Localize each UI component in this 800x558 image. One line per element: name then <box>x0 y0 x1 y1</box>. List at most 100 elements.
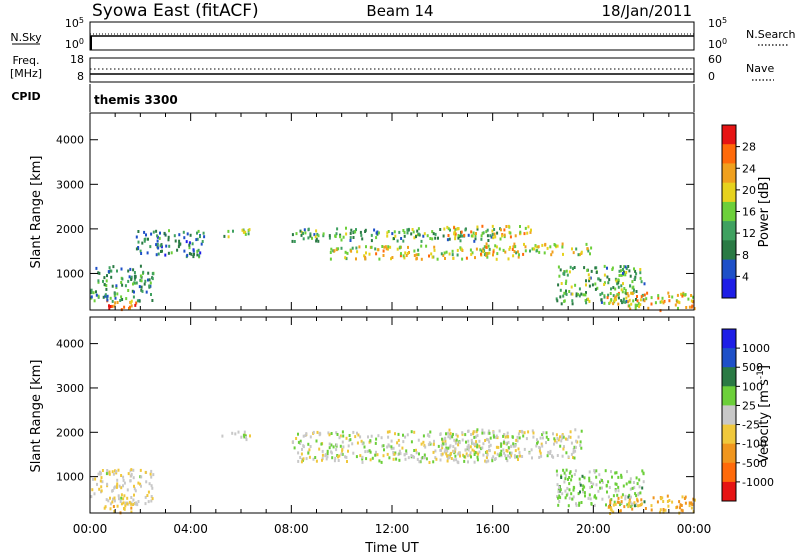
power-echo-cell <box>635 298 637 301</box>
velocity-echo-cell <box>568 496 571 500</box>
power-echo-cell <box>491 232 494 236</box>
velocity-echo-cell <box>502 448 505 452</box>
velocity-echo-cell <box>133 487 136 491</box>
power-echo-cell <box>120 267 123 271</box>
power-echo-cell <box>315 239 318 243</box>
power-echo-cell <box>461 257 464 261</box>
velocity-echo-cell <box>302 445 305 449</box>
power-echo-cell <box>115 286 118 289</box>
velocity-echo-cell <box>598 473 601 477</box>
velocity-echo-cell <box>441 439 444 443</box>
power-echo-cell <box>561 245 564 249</box>
velocity-echo-cell <box>619 509 622 513</box>
date-title: 18/Jan/2011 <box>602 2 693 20</box>
velocity-echo-cell <box>96 482 98 486</box>
freq-label: Freq. <box>12 54 39 67</box>
velocity-echo-cell <box>493 451 496 455</box>
velocity-echo-cell <box>320 442 323 446</box>
velocity-echo-cell <box>111 470 114 474</box>
velocity-echo-cell <box>109 502 112 506</box>
power-echo-cell <box>167 251 170 255</box>
velocity-echo-cell <box>592 482 595 486</box>
power-echo-cell <box>375 236 378 240</box>
power-echo-cell <box>627 265 630 268</box>
velocity-echo-cell <box>555 440 558 444</box>
power-echo-cell <box>627 294 630 298</box>
power-echo-cell <box>355 257 357 261</box>
velocity-echo-cell <box>659 510 662 514</box>
velocity-echo-cell <box>495 434 498 438</box>
power-echo-cell <box>304 231 307 235</box>
velocity-echo-cell <box>617 485 620 489</box>
power-echo-cell <box>622 282 624 286</box>
power-echo-cell <box>643 299 646 303</box>
power-echo-cell <box>474 256 476 260</box>
velocity-echo-cell <box>601 486 603 490</box>
velocity-echo-cell <box>578 503 581 507</box>
power-echo-cell <box>159 231 161 235</box>
power-echo-cell <box>572 267 574 271</box>
velocity-echo-cell <box>404 435 407 439</box>
velocity-echo-cell <box>375 437 378 441</box>
velocity-echo-cell <box>531 429 534 433</box>
velocity-echo-cell <box>459 454 461 458</box>
power-y-tick-label: 1000 <box>56 267 84 280</box>
velocity-echo-cell <box>545 441 547 445</box>
power-echo-cell <box>335 248 338 252</box>
power-echo-cell <box>585 301 588 305</box>
power-colorbar-tick-label: 4 <box>742 270 749 283</box>
power-echo-cell <box>617 302 620 306</box>
velocity-echo-cell <box>123 507 125 510</box>
power-echo-cell <box>445 250 448 254</box>
velocity-echo-cell <box>485 455 488 459</box>
power-echo-cell <box>688 305 691 309</box>
velocity-echo-cell <box>515 438 518 442</box>
power-echo-cell <box>309 232 312 236</box>
velocity-echo-cell <box>690 506 693 510</box>
power-echo-cell <box>134 276 137 279</box>
velocity-echo-cell <box>514 449 517 453</box>
velocity-echo-cell <box>633 486 636 490</box>
power-echo-cell <box>408 251 410 254</box>
velocity-echo-cell <box>601 480 604 484</box>
velocity-echo-cell <box>518 430 521 433</box>
power-echo-cell <box>444 257 446 260</box>
velocity-echo-cell <box>473 442 476 446</box>
velocity-echo-cell <box>505 441 508 445</box>
power-echo-cell <box>436 257 439 261</box>
velocity-echo-cell <box>105 498 108 502</box>
velocity-echo-cell <box>117 494 120 498</box>
power-echo-cell <box>423 232 426 236</box>
velocity-echo-cell <box>405 449 408 453</box>
power-echo-cell <box>622 297 625 301</box>
velocity-echo-cell <box>641 486 644 490</box>
velocity-echo-cell <box>334 456 337 460</box>
power-echo-cell <box>121 277 124 281</box>
nave-tick-top: 60 <box>708 53 722 66</box>
power-echo-cell <box>349 231 352 235</box>
power-echo-cell <box>524 249 527 253</box>
power-echo-cell <box>582 293 585 297</box>
velocity-echo-cell <box>346 460 348 463</box>
time-tick-label: 20:00 <box>576 522 611 536</box>
power-echo-cell <box>302 237 305 241</box>
velocity-echo-cell <box>449 436 452 440</box>
power-echo-cell <box>299 229 302 233</box>
velocity-echo-cell <box>339 434 342 438</box>
power-echo-cell <box>336 227 339 231</box>
velocity-echo-cell <box>464 433 467 437</box>
velocity-echo-cell <box>574 428 577 432</box>
power-echo-cell <box>189 233 192 237</box>
power-echo-cell <box>307 227 310 231</box>
velocity-echo-cell <box>521 430 524 434</box>
velocity-echo-cell <box>528 451 531 455</box>
power-echo-cell <box>620 284 623 288</box>
power-echo-cell <box>434 236 437 240</box>
velocity-echo-cell <box>539 446 541 450</box>
velocity-echo-cell <box>447 446 450 450</box>
power-echo-cell <box>382 249 385 253</box>
power-echo-cell <box>315 229 318 233</box>
power-echo-cell <box>487 239 490 242</box>
velocity-echo-cell <box>573 473 576 476</box>
power-echo-cell <box>193 252 195 256</box>
